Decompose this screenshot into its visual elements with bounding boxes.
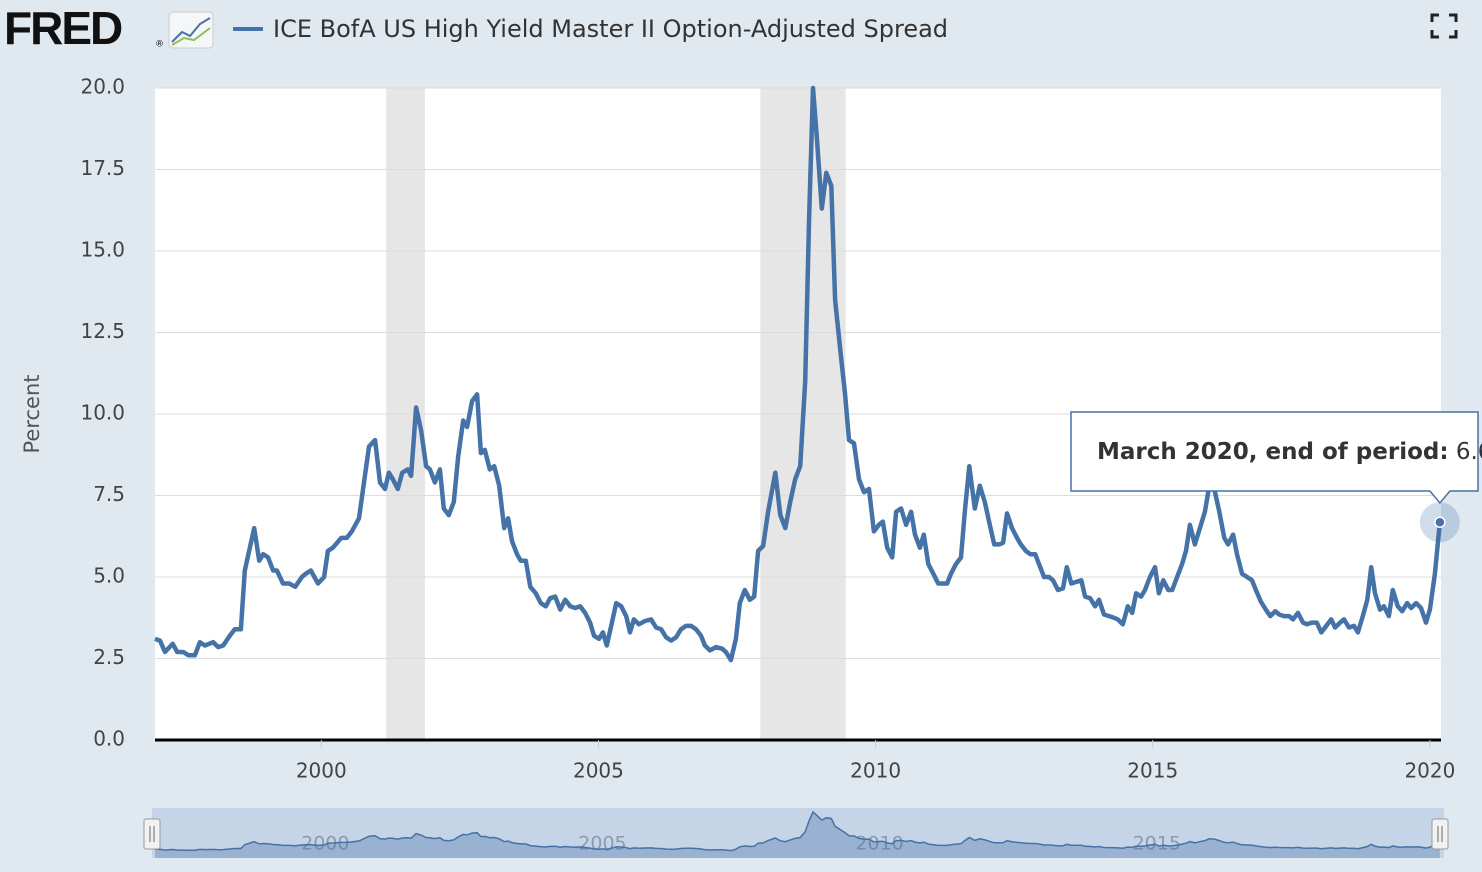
navigator-line xyxy=(154,810,1441,852)
navigator-bg xyxy=(152,808,1444,858)
y-tick-label: 2.5 xyxy=(93,645,125,669)
hover-point xyxy=(1434,516,1446,528)
logo-icon xyxy=(168,11,214,49)
tooltip-space xyxy=(1449,439,1456,465)
navigator-handle[interactable] xyxy=(143,818,161,850)
x-tick-label: 2020 xyxy=(1404,759,1455,783)
x-tick-label: 2005 xyxy=(573,759,624,783)
y-tick-label: 10.0 xyxy=(80,401,125,425)
tooltip-text: March 2020, end of period: 6.68 xyxy=(1097,439,1482,465)
y-tick-label: 0.0 xyxy=(93,727,125,751)
x-tick-label: 2015 xyxy=(1127,759,1178,783)
logo: FRED xyxy=(4,2,122,54)
tooltip-box xyxy=(1070,411,1479,505)
x-tick-label: 2000 xyxy=(296,759,347,783)
y-tick-label: 12.5 xyxy=(80,319,125,343)
navigator-area xyxy=(155,812,1440,858)
fullscreen-icon[interactable] xyxy=(1430,13,1458,39)
tooltip-label: March 2020, end of period: xyxy=(1097,439,1449,465)
legend-label: ICE BofA US High Yield Master II Option-… xyxy=(273,15,948,43)
navigator-label: 2005 xyxy=(578,833,626,855)
navigator-label: 2010 xyxy=(855,833,903,855)
y-tick-label: 7.5 xyxy=(93,482,125,506)
y-axis-label: Percent xyxy=(20,374,44,453)
navigator-label: 2000 xyxy=(301,833,349,855)
y-tick-label: 17.5 xyxy=(80,156,125,180)
y-tick-label: 5.0 xyxy=(93,564,125,588)
x-tick-label: 2010 xyxy=(850,759,901,783)
tooltip-value: 6.68 xyxy=(1456,439,1482,465)
y-tick-label: 15.0 xyxy=(80,238,125,262)
y-tick-label: 20.0 xyxy=(80,75,125,99)
logo-registered: ® xyxy=(155,40,164,50)
series-line xyxy=(154,85,1443,663)
navigator-label: 2015 xyxy=(1133,833,1181,855)
navigator-handle[interactable] xyxy=(1431,818,1449,850)
